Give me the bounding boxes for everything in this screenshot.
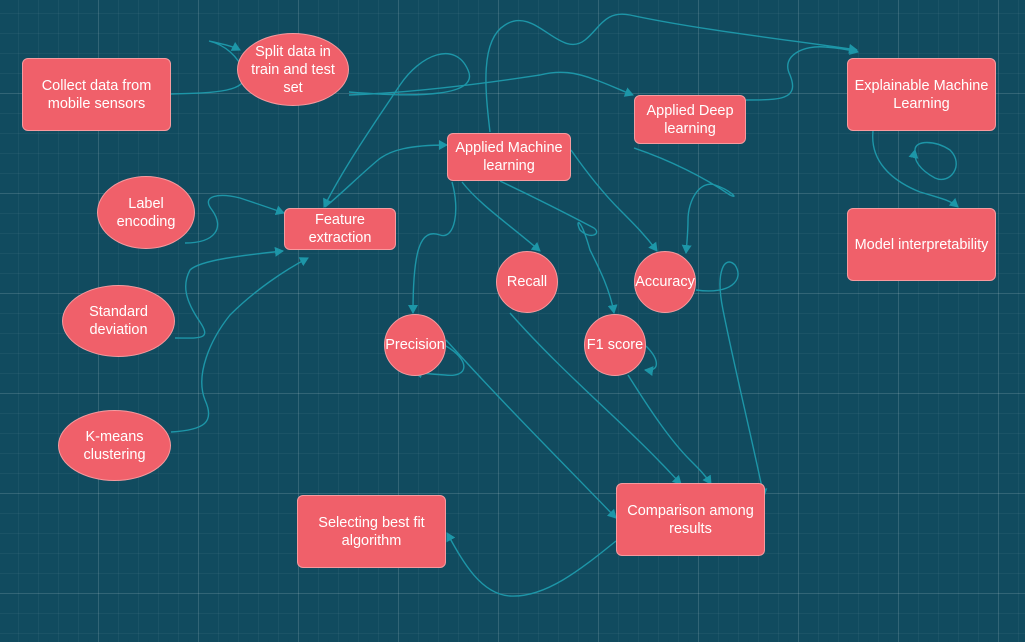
node-split-data[interactable]: Split data in train and test set <box>237 33 349 106</box>
node-f1-score[interactable]: F1 score <box>584 314 646 376</box>
node-feature-extraction[interactable]: Feature extraction <box>284 208 396 250</box>
connector-label-to-feature <box>184 194 285 244</box>
node-kmeans-clustering[interactable]: K-means clustering <box>58 410 171 481</box>
connector-comparison-to-selecting <box>446 532 617 597</box>
node-standard-deviation[interactable]: Standard deviation <box>62 285 175 357</box>
connector-deep-to-accuracy <box>633 147 735 254</box>
connector-split-to-feature <box>323 52 471 208</box>
connector-accuracy-to-comparison <box>695 261 768 498</box>
connector-precision-to-comparison <box>445 339 617 519</box>
node-precision[interactable]: Precision <box>384 314 446 376</box>
connector-kmeans-to-feature <box>170 257 309 433</box>
connector-explainable-self-loop <box>908 141 957 181</box>
node-collect-data[interactable]: Collect data from mobile sensors <box>22 58 171 131</box>
node-label-encoding[interactable]: Label encoding <box>97 176 195 249</box>
node-comparison-among-results[interactable]: Comparison among results <box>616 483 765 556</box>
node-accuracy[interactable]: Accuracy <box>634 251 696 313</box>
connector-ml-to-f1 <box>499 180 618 314</box>
connector-stddev-to-feature <box>174 246 284 339</box>
connector-ml-to-precision <box>408 181 457 314</box>
node-applied-deep-learning[interactable]: Applied Deep learning <box>634 95 746 144</box>
connector-f1-to-comparison <box>627 374 712 485</box>
node-recall[interactable]: Recall <box>496 251 558 313</box>
connector-explainable-to-interpretability <box>872 130 959 208</box>
node-explainable-machine-learning[interactable]: Explainable Machine Learning <box>847 58 996 131</box>
connector-feature-to-ml <box>324 140 448 208</box>
connector-deep-to-explainable <box>745 45 859 101</box>
connector-split-to-explainable <box>485 13 858 133</box>
connector-ml-to-accuracy <box>570 149 658 252</box>
node-model-interpretability[interactable]: Model interpretability <box>847 208 996 281</box>
node-selecting-best-fit-algorithm[interactable]: Selecting best fit algorithm <box>297 495 446 568</box>
connector-f1-self-loop <box>644 345 658 377</box>
connector-collect-to-split <box>170 40 246 95</box>
connector-ml-to-recall <box>461 181 541 252</box>
connector-split-to-deep <box>348 71 634 97</box>
node-applied-machine-learning[interactable]: Applied Machine learning <box>447 133 571 181</box>
connector-recall-to-comparison <box>509 312 682 485</box>
